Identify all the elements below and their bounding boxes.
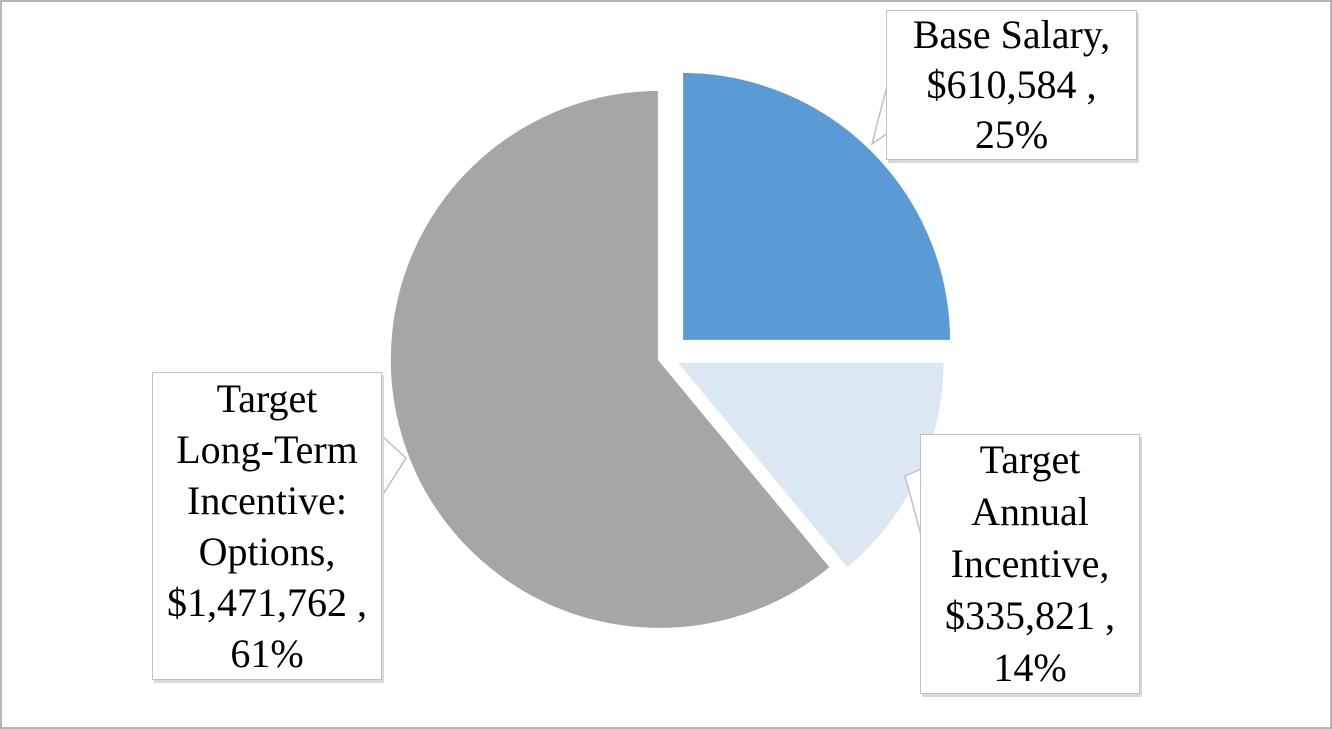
callout-tail-annual-incentive bbox=[904, 467, 922, 536]
callout-annual-incentive: Target Annual Incentive, $335,821 , 14% bbox=[920, 434, 1140, 694]
callout-text-line: Long-Term bbox=[176, 427, 358, 472]
callout-text-line: Options, bbox=[198, 529, 336, 574]
callout-text-line: 25% bbox=[974, 112, 1049, 157]
callout-text-line: Target bbox=[216, 376, 318, 421]
pie-slice-base-salary bbox=[680, 69, 954, 343]
callout-lti-options: Target Long-Term Incentive: Options, $1,… bbox=[152, 372, 382, 680]
callout-base-salary: Base Salary, $610,584 , 25% bbox=[886, 10, 1137, 160]
callout-text-line: 14% bbox=[993, 645, 1067, 690]
callout-text-line: 61% bbox=[230, 631, 304, 676]
callout-text-line: Annual bbox=[971, 489, 1089, 534]
pie-slice-target-long-term-incentive-options bbox=[387, 87, 833, 631]
callout-text-line: $610,584 , bbox=[926, 62, 1097, 107]
callout-text-line: Incentive, bbox=[950, 541, 1110, 586]
callout-text-line: Base Salary, bbox=[912, 12, 1111, 57]
callout-text-line: $1,471,762 , bbox=[167, 580, 367, 625]
callout-text-line: Target bbox=[979, 437, 1081, 482]
callout-text-line: Incentive: bbox=[187, 478, 347, 523]
callout-text-line: $335,821 , bbox=[945, 593, 1115, 638]
pie-slices-group bbox=[387, 69, 954, 631]
